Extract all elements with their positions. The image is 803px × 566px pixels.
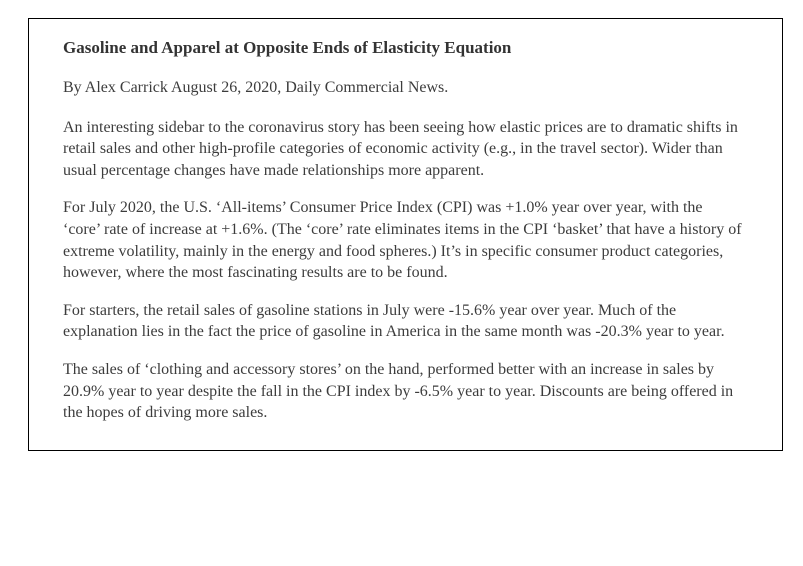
article-paragraph: An interesting sidebar to the coronaviru…	[63, 117, 742, 182]
article-frame: Gasoline and Apparel at Opposite Ends of…	[28, 18, 783, 451]
article-paragraph: For starters, the retail sales of gasoli…	[63, 300, 742, 343]
article-title: Gasoline and Apparel at Opposite Ends of…	[63, 37, 742, 59]
article-byline: By Alex Carrick August 26, 2020, Daily C…	[63, 77, 742, 99]
article-paragraph: The sales of ‘clothing and accessory sto…	[63, 359, 742, 424]
article-paragraph: For July 2020, the U.S. ‘All-items’ Cons…	[63, 197, 742, 283]
